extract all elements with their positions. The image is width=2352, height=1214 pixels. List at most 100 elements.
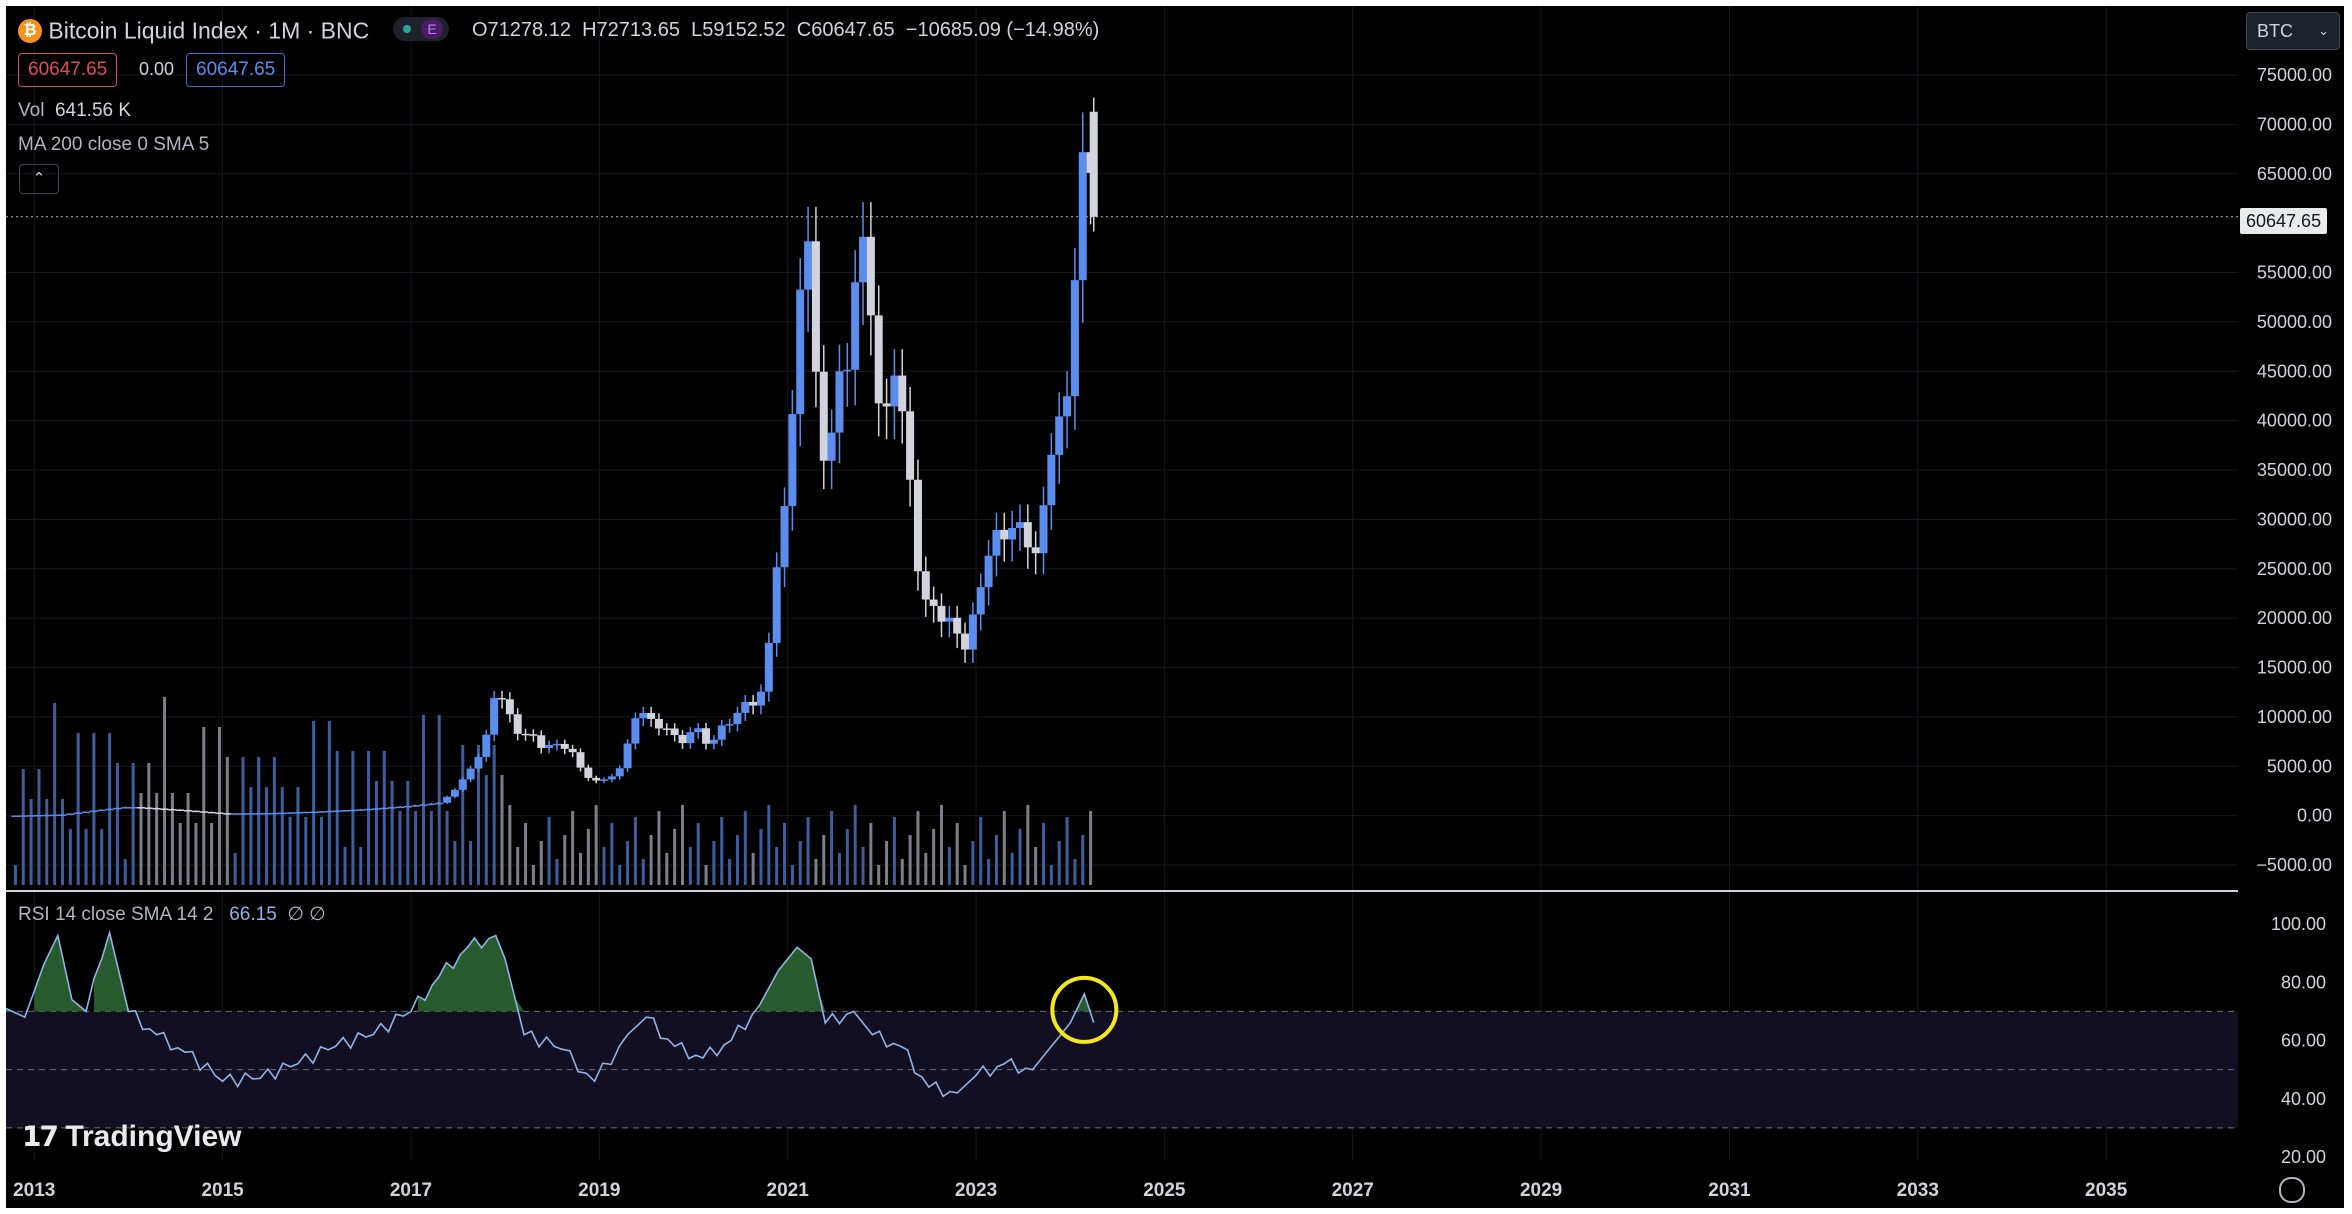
volume-bar: [963, 865, 967, 885]
candle-body: [270, 812, 279, 815]
volume-bar: [186, 793, 190, 885]
volume-bar: [696, 823, 700, 885]
candlestick-series: [11, 97, 1098, 818]
grid-lines: [6, 6, 2238, 1160]
volume-bar: [37, 769, 41, 885]
candle-body: [992, 529, 1001, 556]
volume-bar: [13, 865, 17, 885]
candle-body: [662, 728, 671, 730]
volume-bar: [476, 745, 480, 885]
volume-bar: [217, 727, 221, 885]
candle-body: [764, 642, 773, 692]
candle-body: [1039, 505, 1048, 554]
watermark-text: TradingView: [65, 1120, 242, 1153]
candle-body: [639, 713, 648, 719]
candle-body: [458, 779, 467, 790]
volume-bar: [578, 853, 582, 885]
candle-body: [466, 768, 475, 780]
symbol-legend[interactable]: ₿ Bitcoin Liquid Index · 1M · BNC: [18, 16, 369, 44]
chevron-up-icon: ⌃: [32, 170, 46, 187]
candle-body: [631, 718, 640, 744]
candle-body: [1063, 396, 1072, 417]
sell-price-button[interactable]: 60647.65: [18, 53, 118, 87]
candle-body: [427, 803, 436, 806]
candle-body: [239, 813, 248, 815]
candle-body: [372, 808, 381, 810]
bitcoin-logo-icon: ₿: [18, 18, 42, 43]
price-tick-label: 10000.00: [2257, 707, 2332, 727]
volume-bar: [1002, 811, 1006, 885]
candle-body: [796, 289, 805, 415]
volume-bar: [688, 847, 692, 885]
candle-body: [882, 403, 891, 407]
volume-bar: [649, 835, 653, 885]
volume-bar: [84, 829, 88, 885]
volume-bar: [657, 811, 661, 885]
candle-body: [364, 808, 373, 811]
volume-bar: [312, 721, 316, 885]
time-tick-label: 2015: [201, 1180, 244, 1201]
candle-body: [66, 813, 75, 815]
volume-bar: [885, 841, 889, 885]
candle-body: [11, 815, 20, 818]
price-tick-label: 15000.00: [2257, 658, 2332, 678]
volume-bar: [265, 787, 269, 885]
volume-bar: [335, 751, 339, 885]
candle-body: [191, 810, 200, 813]
volume-bar: [602, 847, 606, 885]
volume-bar: [712, 841, 716, 885]
candle-body: [772, 567, 781, 643]
candle-body: [780, 506, 789, 568]
currency-label: BTC: [2257, 21, 2293, 41]
tradingview-watermark[interactable]: 𝟭𝟳 TradingView: [22, 1120, 241, 1154]
candle-body: [113, 807, 122, 810]
rsi-legend[interactable]: RSI 14 close SMA 14 2 66.15 ∅ ∅: [18, 903, 326, 926]
volume-bar: [422, 715, 426, 885]
time-tick-label: 2031: [1708, 1180, 1751, 1201]
volume-bar: [547, 817, 551, 885]
high-value: H72713.65: [582, 19, 680, 41]
volume-bar: [100, 829, 104, 885]
rsi-tick-label: 60.00: [2281, 1031, 2326, 1051]
buy-price-button[interactable]: 60647.65: [186, 53, 286, 87]
candle-body: [380, 807, 389, 810]
volume-bar: [1010, 853, 1014, 885]
status-badges[interactable]: E: [393, 17, 449, 41]
candle-body: [521, 733, 530, 736]
volume-bar: [469, 841, 473, 885]
collapse-legend-button[interactable]: ⌃: [19, 164, 59, 194]
volume-bar: [767, 805, 771, 885]
candle-body: [1055, 416, 1064, 455]
candle-body: [450, 789, 459, 797]
volume-value: 641.56 K: [54, 100, 132, 121]
ma-legend[interactable]: MA 200 close 0 SMA 5: [18, 134, 210, 155]
candle-body: [231, 813, 240, 815]
volume-bar: [853, 805, 857, 885]
candle-body: [1015, 522, 1024, 529]
price-tick-label: 20000.00: [2257, 608, 2332, 628]
candle-body: [1070, 280, 1079, 397]
candle-body: [709, 739, 718, 744]
currency-select[interactable]: BTC ⌄: [2246, 12, 2340, 50]
volume-bar: [1073, 859, 1077, 885]
candle-body: [34, 814, 43, 817]
candle-body: [223, 813, 232, 815]
volume-bar: [367, 751, 371, 885]
candle-body: [537, 735, 546, 748]
volume-bar: [971, 841, 975, 885]
low-value: L59152.52: [691, 19, 786, 41]
settings-gear-icon[interactable]: [2279, 1177, 2305, 1203]
volume-bar: [586, 829, 590, 885]
volume-bar: [681, 805, 685, 885]
volume-bar: [155, 793, 159, 885]
volume-bar: [861, 847, 865, 885]
volume-bar: [445, 811, 449, 885]
time-tick-label: 2019: [578, 1180, 620, 1201]
candle-body: [576, 752, 585, 768]
candle-body: [498, 698, 506, 700]
event-badge: E: [421, 19, 443, 39]
volume-legend[interactable]: Vol 641.56 K: [18, 100, 131, 122]
volume-bar: [531, 865, 535, 885]
price-tick-label: 65000.00: [2257, 164, 2332, 184]
